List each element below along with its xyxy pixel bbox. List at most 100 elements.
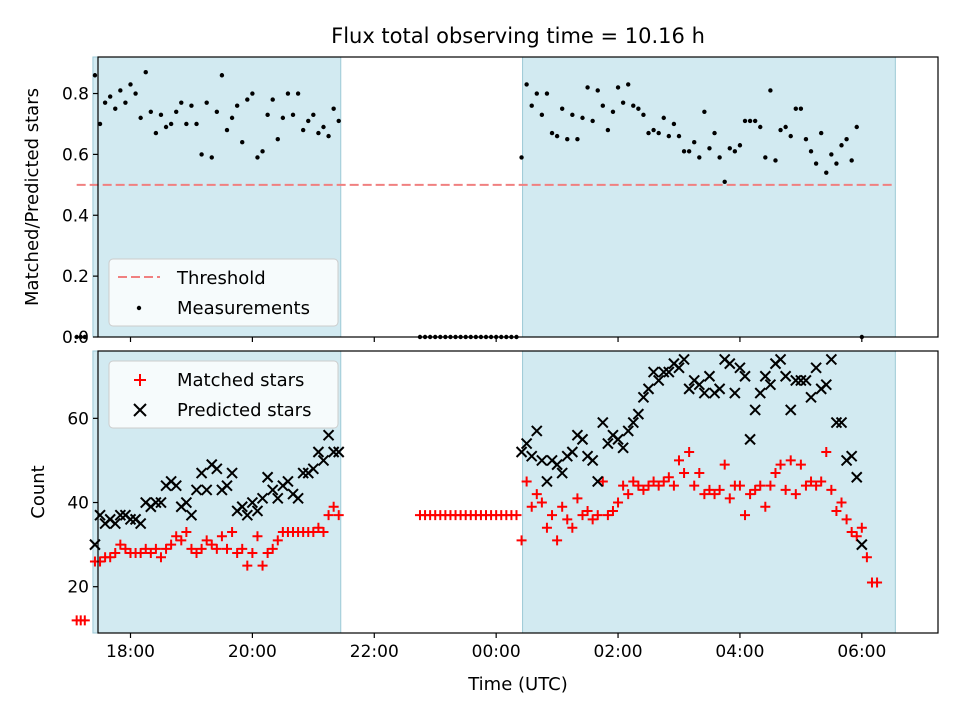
measurement-point-108 (702, 109, 707, 114)
measurement-point-126 (793, 106, 798, 111)
predicted-star-point-38 (282, 475, 294, 488)
xtick-label-4: 02:00 (594, 642, 643, 662)
matched-star-point-22 (186, 543, 197, 554)
measurement-point-99 (656, 130, 661, 136)
matched-star-point-77 (541, 522, 552, 533)
measurement-point-50 (331, 106, 336, 111)
matched-star-point-102 (668, 480, 679, 491)
matched-star-point-29 (221, 543, 232, 554)
matched-star-point-99 (653, 480, 664, 491)
matched-star-point-107 (694, 468, 705, 479)
measurement-point-38 (270, 97, 275, 102)
matched-star-point-121 (765, 480, 776, 491)
xtick-label-6: 06:00 (837, 642, 886, 662)
measurement-point-18 (168, 121, 174, 127)
matched-star-point-118 (750, 484, 761, 495)
predicted-star-point-97 (759, 370, 772, 382)
measurement-point-132 (824, 170, 829, 175)
matched-star-point-75 (531, 489, 542, 500)
predicted-star-point-78 (663, 366, 675, 378)
measurement-point-13 (143, 70, 148, 75)
predicted-star-point-77 (658, 366, 670, 378)
measurement-point-86 (590, 118, 595, 124)
matched-star-point-33 (242, 560, 253, 571)
measurement-point-129 (808, 149, 814, 154)
predicted-star-point-68 (612, 433, 624, 446)
predicted-star-point-80 (673, 362, 685, 374)
top-shaded-interval-1 (522, 56, 896, 338)
matched-star-point-126 (790, 489, 801, 500)
predicted-star-point-29 (236, 501, 248, 513)
measurement-point-77 (544, 91, 550, 96)
matched-star-point-46 (308, 526, 319, 537)
measurement-point-2 (82, 334, 87, 340)
matched-star-point-23 (191, 548, 202, 559)
measurement-point-121 (768, 88, 773, 93)
measurement-point-41 (285, 91, 291, 96)
matched-star-point-87 (592, 510, 603, 521)
predicted-star-point-61 (576, 433, 589, 446)
measurement-point-35 (255, 155, 260, 160)
predicted-star-point-5 (114, 509, 127, 521)
measurement-point-107 (697, 155, 702, 160)
measurement-point-120 (763, 155, 768, 160)
predicted-star-point-88 (713, 383, 726, 395)
bottom-legend: Matched stars Predicted stars (108, 360, 339, 429)
measurement-point-73 (524, 82, 529, 87)
matched-star-point-136 (841, 514, 852, 525)
predicted-star-point-64 (592, 475, 604, 488)
xtick-label-3: 00:00 (472, 642, 521, 662)
matched-star-point-96 (638, 484, 649, 495)
top-y-axis-label: Matched/Predicted stars (22, 88, 43, 306)
top-plot-frame (97, 56, 939, 338)
matched-star-point-47 (313, 522, 324, 533)
measurement-point-42 (290, 112, 296, 118)
matched-star-point-71 (511, 510, 522, 521)
bottom-x-ticks: 18:00 20:00 22:00 00:00 02:00 04:00 06:00 (106, 633, 886, 662)
measurement-point-12 (138, 115, 143, 121)
matched-star-point-133 (826, 484, 837, 495)
predicted-star-point-21 (195, 467, 208, 479)
measurement-point-119 (758, 124, 763, 130)
measurement-point-44 (300, 127, 306, 133)
measurement-point-33 (245, 97, 250, 102)
bottom-count-points (71, 353, 883, 626)
predicted-star-point-65 (597, 416, 609, 429)
matched-star-point-18 (166, 539, 177, 550)
measurement-point-24 (199, 152, 204, 157)
matched-star-point-78 (547, 510, 558, 521)
predicted-star-point-40 (292, 492, 304, 505)
measurement-point-98 (651, 127, 656, 133)
top-ytick-label-2: 0.4 (62, 206, 89, 226)
measurement-point-8 (118, 88, 123, 93)
predicted-star-point-26 (221, 479, 233, 492)
predicted-star-point-76 (652, 374, 665, 387)
matched-star-point-142 (872, 577, 883, 588)
matched-star-point-97 (643, 480, 654, 491)
matched-star-point-83 (572, 493, 583, 504)
measurement-point-115 (737, 143, 743, 148)
matched-star-point-111 (714, 484, 725, 495)
measurement-point-43 (295, 91, 301, 96)
predicted-star-point-16 (170, 479, 182, 492)
measurement-point-78 (549, 130, 555, 136)
predicted-star-point-41 (297, 467, 309, 479)
measurement-point-91 (615, 85, 621, 90)
measurement-point-30 (229, 115, 235, 121)
predicted-star-point-19 (185, 509, 198, 521)
predicted-star-point-82 (683, 383, 695, 395)
measurement-point-74 (529, 103, 534, 108)
matched-star-point-25 (201, 535, 212, 546)
matched-star-point-120 (760, 501, 771, 512)
measurement-point-94 (631, 103, 636, 108)
bottom-ytick-label-1: 40 (67, 494, 89, 514)
predicted-star-point-1 (94, 509, 106, 521)
matched-star-point-112 (719, 459, 730, 470)
predicted-star-point-95 (749, 404, 761, 416)
matched-star-point-80 (557, 501, 568, 512)
predicted-star-point-116 (856, 538, 868, 551)
predicted-star-point-103 (790, 374, 802, 387)
measurement-point-1 (78, 334, 83, 340)
measurement-point-125 (788, 133, 793, 139)
